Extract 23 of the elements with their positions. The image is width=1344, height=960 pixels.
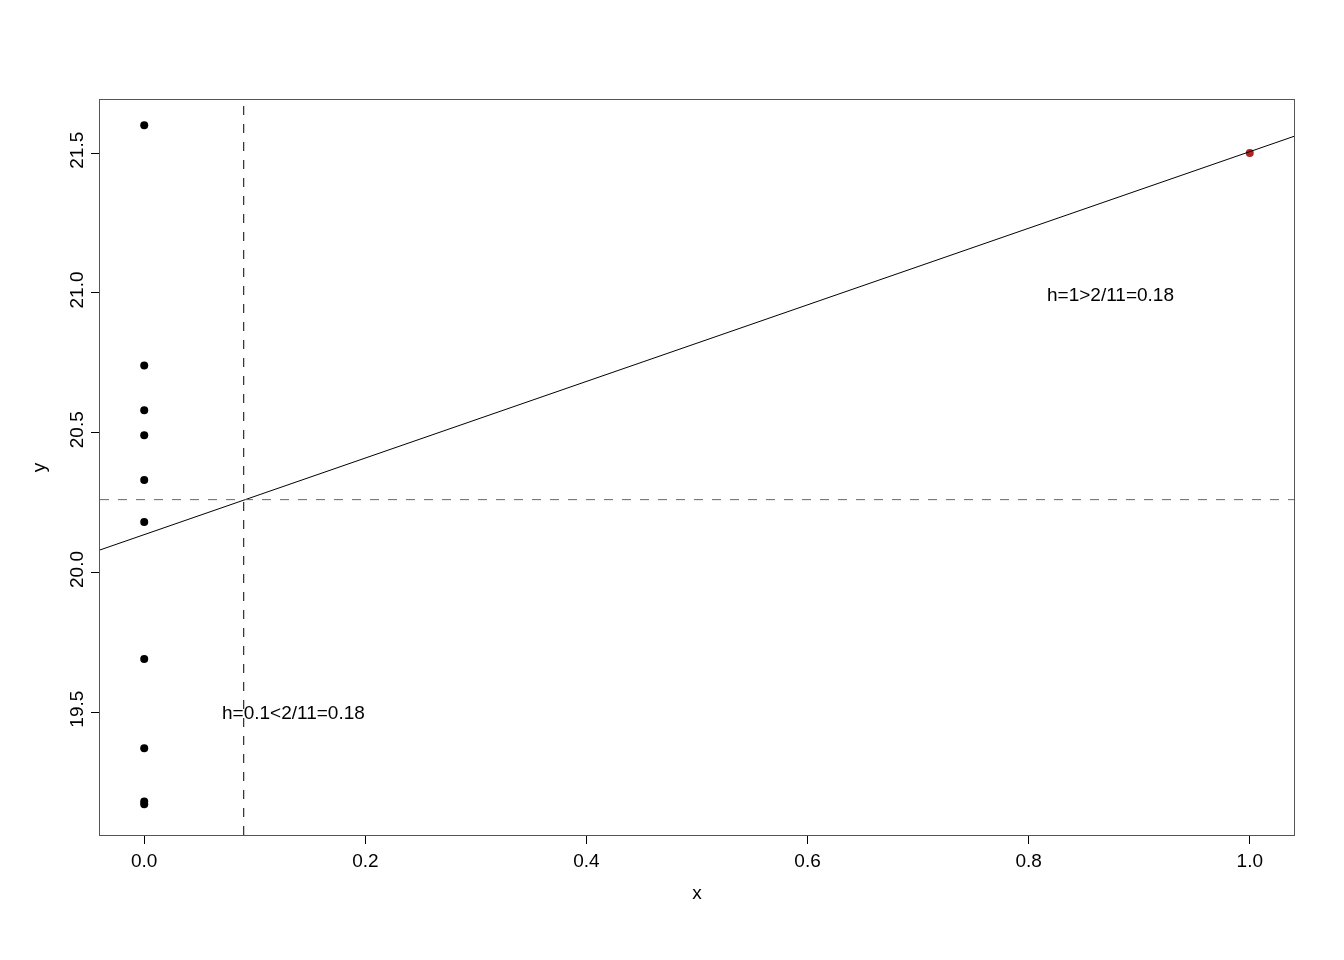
x-tick-label: 0.8 <box>1015 849 1042 871</box>
annotation: h=1>2/11=0.18 <box>1047 284 1174 305</box>
point <box>140 406 149 415</box>
x-tick-label: 0.4 <box>573 849 601 871</box>
y-tick-label: 20.0 <box>66 550 88 588</box>
y-tick-label: 21.0 <box>66 271 88 309</box>
point <box>140 476 149 485</box>
point <box>140 431 149 440</box>
x-tick-label: 0.2 <box>352 849 379 871</box>
y-axis-title: y <box>28 462 50 473</box>
point <box>140 361 149 370</box>
point <box>140 744 149 753</box>
point <box>140 518 149 526</box>
y-tick-label: 20.5 <box>66 411 88 449</box>
point <box>140 654 149 663</box>
x-axis-title: x <box>692 881 703 903</box>
annotation: h=0.1<2/11=0.18 <box>222 702 365 723</box>
y-tick-label: 21.5 <box>66 131 88 169</box>
point <box>140 121 149 130</box>
x-tick-label: 1.0 <box>1236 849 1263 871</box>
x-tick-label: 0.0 <box>131 849 158 871</box>
x-tick-label: 0.6 <box>794 849 821 871</box>
y-tick-label: 19.5 <box>66 690 88 728</box>
